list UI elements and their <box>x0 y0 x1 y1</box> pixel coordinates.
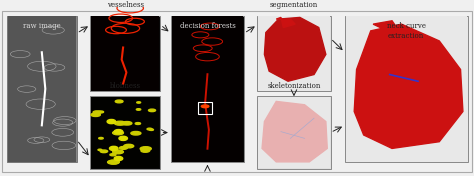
Circle shape <box>113 150 123 154</box>
Bar <box>257 96 330 169</box>
Bar <box>258 97 329 168</box>
Circle shape <box>140 147 151 151</box>
Circle shape <box>99 137 103 139</box>
Circle shape <box>115 100 123 103</box>
Bar <box>91 96 160 169</box>
Circle shape <box>135 122 141 124</box>
Ellipse shape <box>107 120 116 124</box>
Bar <box>172 16 243 162</box>
Circle shape <box>122 122 132 125</box>
Bar <box>345 16 468 162</box>
Circle shape <box>114 121 126 125</box>
Circle shape <box>147 128 152 130</box>
Ellipse shape <box>114 156 123 161</box>
Text: segmentation: segmentation <box>270 1 318 9</box>
Bar <box>258 16 329 91</box>
Bar <box>91 16 159 91</box>
Bar <box>346 16 467 162</box>
Circle shape <box>137 102 141 103</box>
Polygon shape <box>373 21 399 41</box>
Text: decision forests: decision forests <box>180 23 235 30</box>
Circle shape <box>110 154 116 156</box>
Polygon shape <box>354 24 463 148</box>
Circle shape <box>131 131 141 135</box>
Polygon shape <box>264 17 326 81</box>
Ellipse shape <box>109 146 118 150</box>
Circle shape <box>108 160 119 164</box>
Bar <box>91 97 159 168</box>
Circle shape <box>91 113 100 117</box>
Circle shape <box>98 111 104 113</box>
Circle shape <box>93 111 101 114</box>
Bar <box>91 16 160 91</box>
Circle shape <box>148 109 155 112</box>
Text: blobness: blobness <box>110 82 141 90</box>
Circle shape <box>113 131 123 135</box>
Bar <box>8 16 76 162</box>
Circle shape <box>201 105 209 108</box>
Ellipse shape <box>119 136 128 140</box>
Ellipse shape <box>114 130 123 134</box>
Bar <box>257 16 330 91</box>
Text: raw image: raw image <box>23 23 61 30</box>
Polygon shape <box>276 17 295 27</box>
Circle shape <box>137 109 141 110</box>
Circle shape <box>149 129 154 130</box>
Circle shape <box>98 149 102 150</box>
Bar <box>198 102 212 114</box>
Circle shape <box>119 146 128 149</box>
Text: skeletonization: skeletonization <box>267 82 320 90</box>
Circle shape <box>100 150 108 153</box>
Circle shape <box>124 144 134 148</box>
Circle shape <box>141 149 150 152</box>
Polygon shape <box>262 101 327 162</box>
Text: neck curve
extraction: neck curve extraction <box>387 23 426 40</box>
Circle shape <box>109 160 119 164</box>
Text: vesselness: vesselness <box>107 1 144 9</box>
Bar <box>7 16 77 162</box>
Bar <box>171 16 244 162</box>
